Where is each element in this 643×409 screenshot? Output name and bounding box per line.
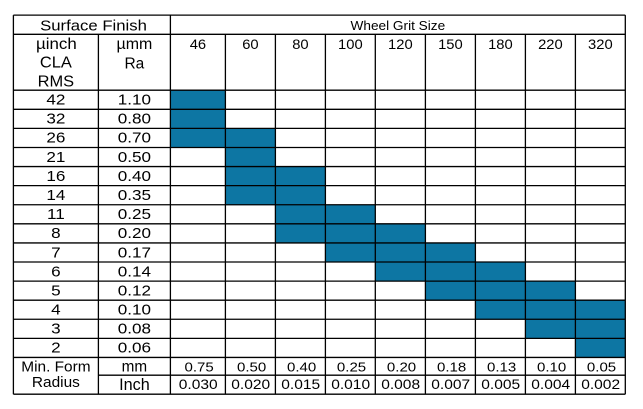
svg-text:0.12: 0.12 [118,284,151,300]
svg-text:0.75: 0.75 [184,360,213,375]
svg-text:0.17: 0.17 [118,245,151,261]
svg-text:Min. Form: Min. Form [21,360,90,375]
svg-text:Ra: Ra [124,56,144,73]
svg-text:2: 2 [51,341,61,357]
svg-text:21: 21 [46,150,65,166]
svg-text:6: 6 [51,264,61,280]
svg-text:120: 120 [388,37,413,53]
svg-text:8: 8 [51,226,61,242]
svg-text:11: 11 [47,207,65,223]
svg-text:Surface Finish: Surface Finish [40,19,147,35]
svg-text:0.007: 0.007 [431,378,470,393]
svg-text:0.20: 0.20 [118,226,151,242]
svg-text:150: 150 [438,37,463,53]
svg-text:Wheel Grit Size: Wheel Grit Size [350,18,445,33]
svg-text:0.005: 0.005 [481,378,520,393]
svg-text:26: 26 [46,131,65,147]
svg-text:320: 320 [588,37,613,53]
svg-text:0.80: 0.80 [118,112,151,128]
svg-text:0.35: 0.35 [118,188,151,204]
svg-text:0.020: 0.020 [231,378,270,393]
svg-text:0.70: 0.70 [118,131,151,147]
svg-text:3: 3 [51,322,61,338]
svg-text:0.50: 0.50 [118,150,151,166]
svg-text:0.06: 0.06 [118,341,151,357]
svg-text:0.10: 0.10 [537,360,566,375]
svg-text:0.030: 0.030 [179,378,218,393]
svg-text:0.015: 0.015 [281,378,320,393]
svg-text:0.004: 0.004 [531,378,570,393]
svg-text:220: 220 [538,37,563,53]
svg-text:0.25: 0.25 [337,360,366,375]
svg-text:0.010: 0.010 [331,378,370,393]
svg-text:0.10: 0.10 [118,303,151,319]
svg-text:0.05: 0.05 [587,360,616,375]
svg-text:4: 4 [51,303,61,319]
svg-text:1.10: 1.10 [118,93,151,109]
svg-text:32: 32 [46,112,65,128]
svg-text:0.08: 0.08 [118,322,151,338]
svg-text:0.20: 0.20 [387,360,416,375]
svg-text:5: 5 [51,284,61,300]
svg-text:180: 180 [488,37,513,53]
svg-text:0.13: 0.13 [487,360,516,375]
svg-text:46: 46 [190,37,206,53]
svg-text:7: 7 [51,245,61,261]
svg-text:RMS: RMS [38,74,75,90]
svg-text:16: 16 [46,169,65,185]
svg-text:µmm: µmm [117,36,153,53]
svg-text:0.25: 0.25 [118,207,151,223]
svg-text:0.50: 0.50 [237,360,266,375]
svg-text:CLA: CLA [40,55,72,71]
svg-text:0.008: 0.008 [381,378,420,393]
svg-text:0.40: 0.40 [287,360,316,375]
svg-text:80: 80 [292,37,308,53]
svg-text:0.18: 0.18 [437,360,466,375]
svg-text:Inch: Inch [119,376,150,394]
svg-text:mm: mm [122,359,148,376]
svg-text:100: 100 [338,37,363,53]
svg-text:14: 14 [46,188,65,204]
svg-text:Radius: Radius [32,375,80,390]
svg-text:42: 42 [46,93,65,109]
svg-text:µinch: µinch [36,36,77,53]
svg-text:0.14: 0.14 [118,264,151,280]
svg-text:0.40: 0.40 [118,169,151,185]
svg-text:0.002: 0.002 [581,378,620,393]
svg-text:60: 60 [242,37,258,53]
